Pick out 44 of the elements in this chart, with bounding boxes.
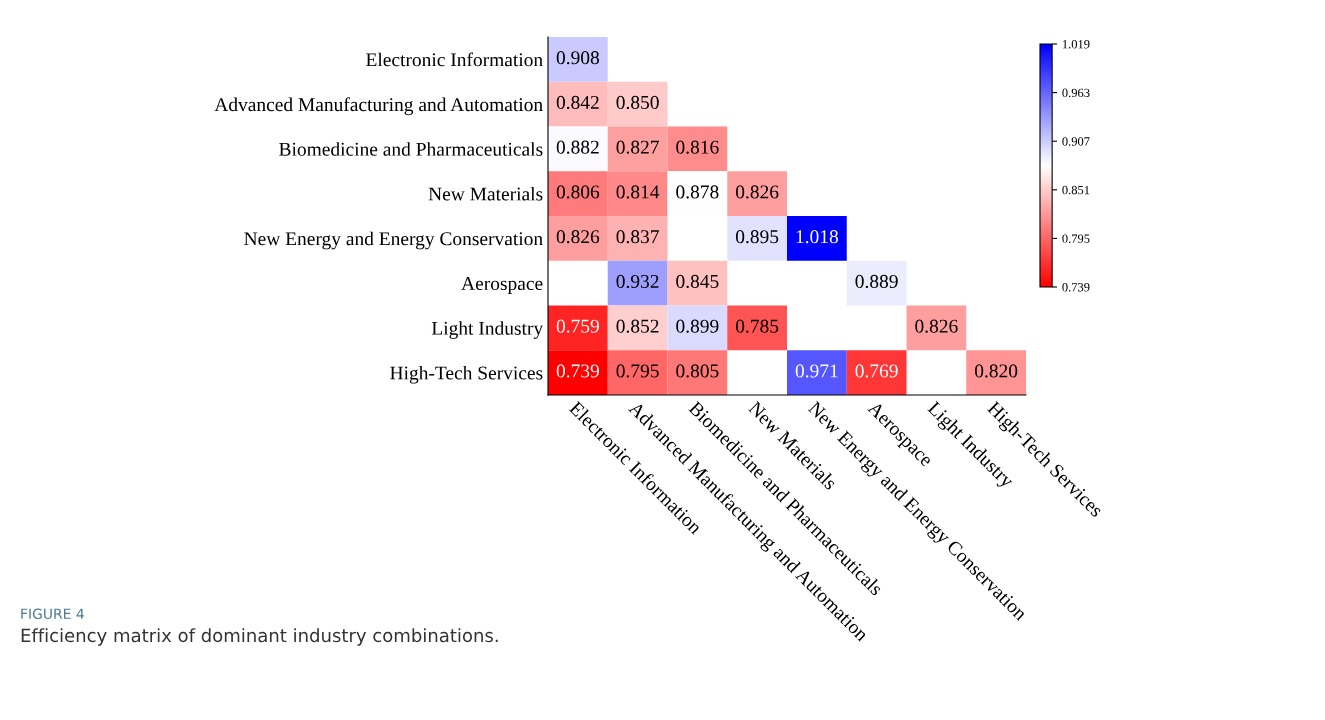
color-bar-label: 1.019 [1062,40,1090,49]
data-label: 1.018 [796,230,839,244]
data-label: 0.878 [676,185,719,199]
color-bar-label: 0.795 [1062,234,1090,243]
data-label: 0.816 [676,140,719,154]
data-label: 0.882 [556,140,599,154]
data-label: 0.827 [616,140,659,154]
data-label: 0.785 [735,319,779,333]
data-label: 0.845 [676,274,719,289]
data-label: 0.852 [616,319,659,333]
data-label: 0.739 [556,364,599,378]
data-label: 0.826 [915,319,958,333]
data-label: 0.806 [556,185,600,199]
data-label: 0.814 [616,185,660,199]
color-bar-label: 0.907 [1062,137,1090,146]
text: Efficiency matrix of dominant industry combinations. [21,628,498,646]
y-tick-label: Electronic Information [366,52,543,67]
data-label: 0.805 [676,364,719,378]
color-bar-label: 0.851 [1062,185,1090,195]
data-label: 0.889 [855,274,898,289]
data-label: 0.895 [735,230,779,244]
data-label: 0.971 [795,364,838,378]
y-tick-label: Advanced Manufacturing and Automation [214,97,543,116]
caption: FIGURE 4 [21,608,84,620]
y-tick-label: New Energy and Energy Conservation [244,231,543,250]
y-tick-label: Biomedicine and Pharmaceuticals [279,142,543,156]
data-label: 0.932 [616,274,659,289]
data-label: 0.759 [556,319,599,333]
data-label: 0.908 [556,51,600,65]
y-tick-label: Aerospace [461,277,543,295]
data-label: 0.820 [974,364,1018,378]
color-bar-label: 0.963 [1062,88,1090,98]
data-label: 0.837 [616,230,659,244]
y-tick-label: New Materials [428,186,543,201]
data-label: 0.769 [855,364,898,378]
data-label: 0.850 [616,95,659,110]
data-label: 0.795 [616,364,659,378]
y-tick-label: High-Tech Services [390,365,543,384]
data-label: 0.899 [676,319,719,333]
data-label: 0.842 [556,95,599,110]
color-bar-label: 0.739 [1062,283,1090,292]
data-label: 0.826 [556,230,600,244]
y-tick-label: Light Industry [431,321,544,339]
data-label: 0.826 [735,185,779,199]
